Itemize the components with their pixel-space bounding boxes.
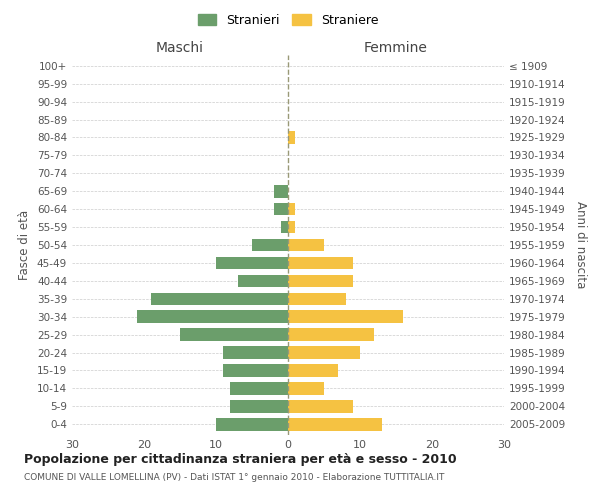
Y-axis label: Fasce di età: Fasce di età xyxy=(19,210,31,280)
Bar xyxy=(288,203,295,215)
Bar xyxy=(288,418,382,430)
Bar xyxy=(252,238,288,252)
Text: Femmine: Femmine xyxy=(364,41,428,55)
Bar xyxy=(137,310,288,323)
Bar xyxy=(274,185,288,198)
Bar xyxy=(288,292,346,305)
Bar xyxy=(288,364,338,376)
Bar xyxy=(180,328,288,341)
Legend: Stranieri, Straniere: Stranieri, Straniere xyxy=(193,8,383,32)
Bar xyxy=(281,221,288,234)
Bar xyxy=(288,328,374,341)
Bar xyxy=(223,346,288,359)
Bar xyxy=(288,310,403,323)
Bar xyxy=(288,346,360,359)
Text: Popolazione per cittadinanza straniera per età e sesso - 2010: Popolazione per cittadinanza straniera p… xyxy=(24,452,457,466)
Text: COMUNE DI VALLE LOMELLINA (PV) - Dati ISTAT 1° gennaio 2010 - Elaborazione TUTTI: COMUNE DI VALLE LOMELLINA (PV) - Dati IS… xyxy=(24,472,445,482)
Bar xyxy=(288,221,295,234)
Bar xyxy=(288,131,295,143)
Text: Maschi: Maschi xyxy=(156,41,204,55)
Bar xyxy=(274,203,288,215)
Bar xyxy=(288,256,353,269)
Bar xyxy=(151,292,288,305)
Bar xyxy=(230,382,288,394)
Y-axis label: Anni di nascita: Anni di nascita xyxy=(574,202,587,288)
Bar xyxy=(230,400,288,412)
Bar xyxy=(216,418,288,430)
Bar xyxy=(223,364,288,376)
Bar xyxy=(288,274,353,287)
Bar xyxy=(238,274,288,287)
Bar xyxy=(216,256,288,269)
Bar xyxy=(288,238,324,252)
Bar xyxy=(288,400,353,412)
Bar xyxy=(288,382,324,394)
